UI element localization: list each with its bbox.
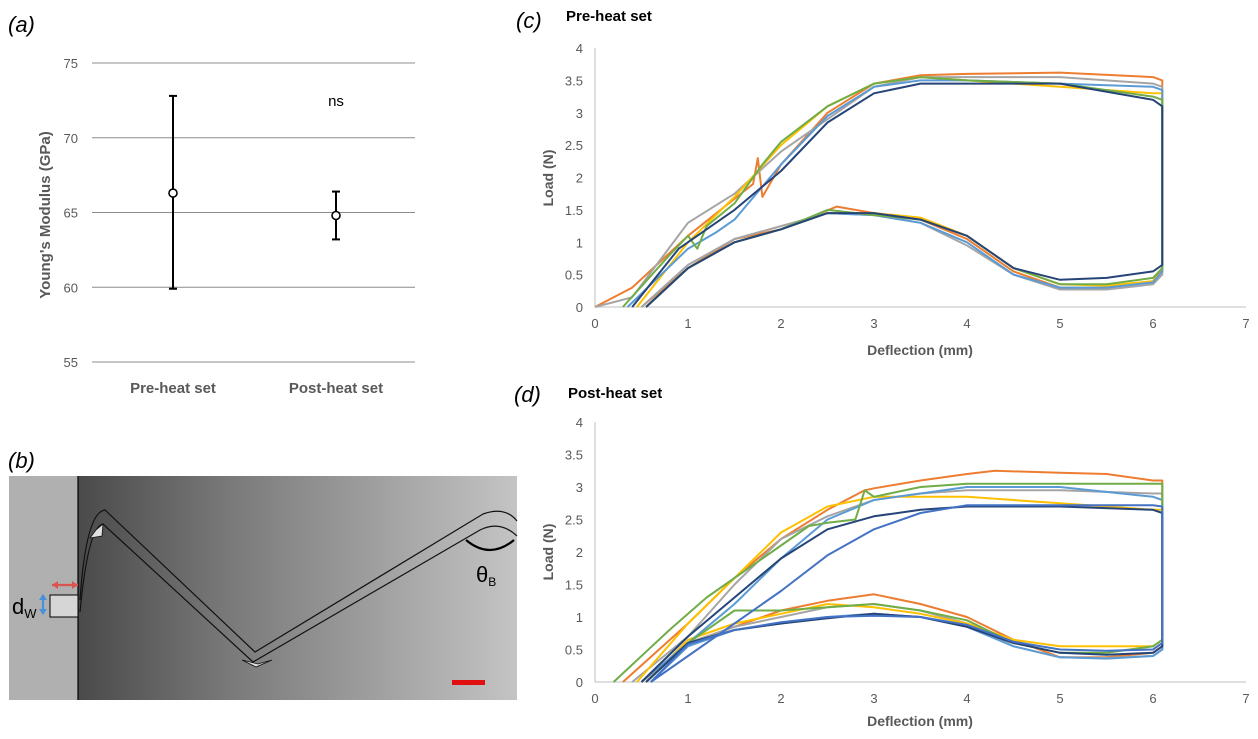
panel-c-label: (c) xyxy=(516,8,542,33)
panel-d-series-line-7 xyxy=(650,504,1164,683)
panel-c-y-tick-0: 0 xyxy=(576,300,583,315)
panel-c-x-tick-5: 5 xyxy=(1056,316,1063,331)
panel-d-title: Post-heat set xyxy=(568,385,662,402)
panel-d-tick-labels: 0 1 2 3 4 5 6 7 0 0.5 1 1.5 2 2.5 3 3.5 4 xyxy=(565,415,1250,706)
scale-bar xyxy=(452,680,485,685)
panel-d-y-tick-0.5: 0.5 xyxy=(565,643,583,658)
panel-d-label: (d) xyxy=(514,382,541,407)
panel-a-label: (a) xyxy=(8,12,35,37)
panel-d-x-tick-4: 4 xyxy=(963,691,970,706)
panel-d-x-tick-6: 6 xyxy=(1149,691,1156,706)
panel-c-y-tick-2: 2 xyxy=(576,171,583,186)
panel-d-x-axis-label: Deflection (mm) xyxy=(867,713,973,729)
panel-d-y-axis-label: Load (N) xyxy=(540,524,556,581)
panel-c-series-line-5 xyxy=(622,76,1164,308)
panel-d-x-tick-7: 7 xyxy=(1242,691,1249,706)
panel-d-y-tick-3: 3 xyxy=(576,480,583,495)
theta-subscript: B xyxy=(488,575,496,589)
dw-subscript: W xyxy=(24,606,37,621)
category-label-0: Pre-heat set xyxy=(130,380,216,397)
bend-angle-arc xyxy=(465,539,515,552)
y-tick-label-55: 55 xyxy=(64,355,78,370)
panel-c-y-tick-1.5: 1.5 xyxy=(565,203,583,218)
panel-a-category-labels: Pre-heat set Post-heat set xyxy=(130,380,383,397)
panel-c-y-tick-2.5: 2.5 xyxy=(565,138,583,153)
beam-highlight-lower xyxy=(241,659,273,668)
panel-d-y-tick-1.5: 1.5 xyxy=(565,578,583,593)
dw-label: dW xyxy=(12,594,37,621)
theta-label: θB xyxy=(476,562,496,589)
panel-d-series-line-6 xyxy=(640,505,1164,683)
panel-d: (d) Post-heat set 0 1 2 3 4 5 6 7 0 0.5 1 1.5 2 2.5 3 3… xyxy=(514,382,1250,729)
panel-d-x-tick-0: 0 xyxy=(591,691,598,706)
panel-d-y-tick-2.5: 2.5 xyxy=(565,513,583,528)
panel-c-series-line-6 xyxy=(631,82,1164,308)
y-tick-label-70: 70 xyxy=(64,131,78,146)
panel-d-y-tick-3.5: 3.5 xyxy=(565,448,583,463)
wire-stub xyxy=(49,594,79,618)
panel-c-y-tick-1: 1 xyxy=(576,235,583,250)
panel-c-x-tick-2: 2 xyxy=(777,316,784,331)
ns-annotation: ns xyxy=(328,93,344,110)
panel-c-y-tick-3: 3 xyxy=(576,106,583,121)
panel-c-x-axis-label: Deflection (mm) xyxy=(867,342,973,358)
beam-highlight-upper xyxy=(89,523,104,539)
thickness-arrow-head-top xyxy=(39,594,47,600)
panel-c-y-axis-label: Load (N) xyxy=(540,150,556,207)
mean-marker-0 xyxy=(168,188,178,198)
panel-c-y-tick-4: 4 xyxy=(576,41,583,56)
panel-b-label: (b) xyxy=(8,448,35,473)
mean-marker-1 xyxy=(331,210,341,221)
panel-c-x-tick-7: 7 xyxy=(1242,316,1249,331)
panel-c-x-tick-6: 6 xyxy=(1149,316,1156,331)
y-tick-label-75: 75 xyxy=(64,56,78,71)
width-arrow-head-right xyxy=(72,581,78,589)
panel-d-x-tick-1: 1 xyxy=(684,691,691,706)
y-tick-label-65: 65 xyxy=(64,206,78,221)
y-tick-label-60: 60 xyxy=(64,280,78,295)
panel-d-y-tick-4: 4 xyxy=(576,415,583,430)
panel-d-y-tick-1: 1 xyxy=(576,610,583,625)
width-arrow-head-left xyxy=(52,581,58,589)
panel-c-y-tick-0.5: 0.5 xyxy=(565,268,583,283)
panel-c-series xyxy=(594,71,1164,308)
theta-symbol: θ xyxy=(476,562,488,587)
panel-c-series-line-2 xyxy=(594,76,1164,308)
panel-d-series-line-5 xyxy=(612,482,1164,683)
panel-a-markers xyxy=(168,94,341,290)
category-label-1: Post-heat set xyxy=(289,380,383,397)
panel-a: (a) 55 60 65 70 75 Young's Modulus (GPa) Pre… xyxy=(8,12,415,397)
panel-d-x-tick-5: 5 xyxy=(1056,691,1063,706)
thickness-arrow-head-bottom xyxy=(39,609,47,615)
panel-c-x-tick-4: 4 xyxy=(963,316,970,331)
panel-c-tick-labels: 0 1 2 3 4 5 6 7 0 0.5 1 1.5 2 2.5 3 3.5 4 xyxy=(565,41,1250,331)
panel-c-x-tick-3: 3 xyxy=(870,316,877,331)
panel-a-y-tick-labels: 55 60 65 70 75 xyxy=(64,56,78,370)
panel-b: (b) dW θB xyxy=(8,448,518,700)
panel-c-x-tick-0: 0 xyxy=(591,316,598,331)
dw-symbol: d xyxy=(12,594,24,619)
panel-d-x-tick-3: 3 xyxy=(870,691,877,706)
panel-d-series xyxy=(612,469,1164,683)
panel-c-series-line-3 xyxy=(636,76,1164,308)
panel-d-x-tick-2: 2 xyxy=(777,691,784,706)
panel-c-series-line-4 xyxy=(626,79,1164,308)
panel-c-title: Pre-heat set xyxy=(566,8,652,25)
panel-d-y-tick-2: 2 xyxy=(576,545,583,560)
beam-outer-edge xyxy=(79,509,518,653)
micrograph-gradient-background xyxy=(78,476,517,700)
panel-c-x-tick-1: 1 xyxy=(684,316,691,331)
panel-d-y-tick-0: 0 xyxy=(576,675,583,690)
panel-a-gridlines xyxy=(92,62,415,363)
panel-a-y-axis-label: Young's Modulus (GPa) xyxy=(37,131,54,298)
panel-c: (c) Pre-heat set 0 1 2 3 4 5 6 7 0 0.5 1 1.5 2 2.5 3 3.… xyxy=(516,8,1250,358)
panel-c-y-tick-3.5: 3.5 xyxy=(565,73,583,88)
